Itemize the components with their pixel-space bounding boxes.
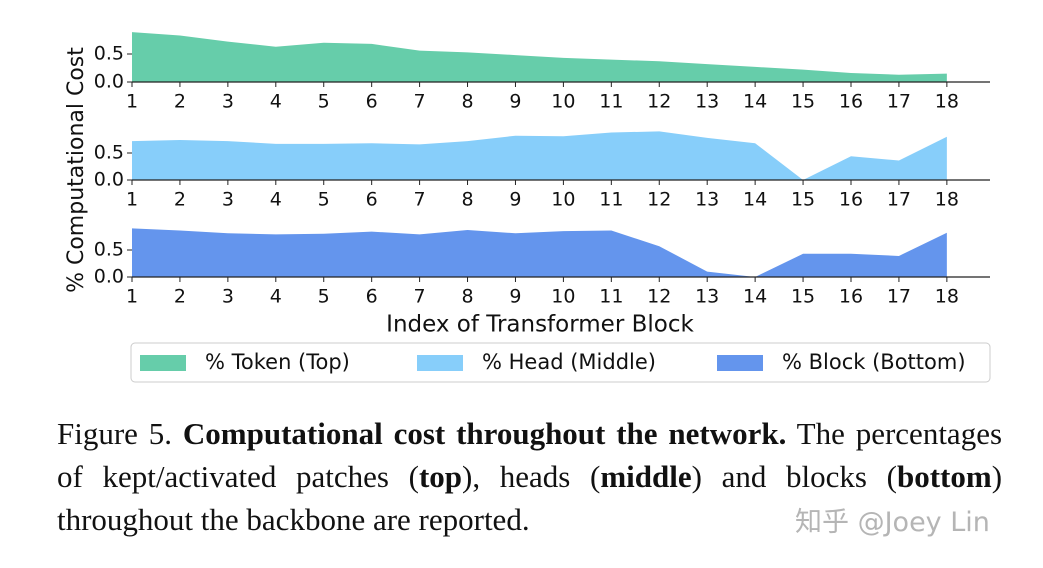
x-tick-label: 12 (647, 91, 671, 113)
x-tick-label: 4 (270, 91, 282, 113)
x-tick-label: 1 (126, 189, 138, 211)
caption-text: bottom (896, 459, 992, 494)
legend-box (130, 342, 991, 383)
legend-label: % Token (Top) (205, 350, 350, 374)
x-tick-label: 2 (174, 189, 186, 211)
legend-swatch (417, 355, 463, 371)
x-tick-label: 6 (366, 189, 378, 211)
x-tick-label: 5 (318, 91, 330, 113)
x-tick-label: 18 (935, 189, 959, 211)
x-tick-label: 5 (318, 286, 330, 308)
caption-text: ), heads ( (462, 459, 601, 494)
x-tick-label: 8 (461, 189, 473, 211)
x-tick-label: 10 (551, 189, 575, 211)
x-tick-label: 15 (791, 189, 815, 211)
area (132, 131, 947, 180)
x-tick-label: 3 (222, 91, 234, 113)
x-tick-label: 9 (509, 189, 521, 211)
x-tick-label: 13 (695, 189, 719, 211)
y-tick-label: 0.0 (94, 71, 124, 93)
caption-text: middle (600, 459, 692, 494)
x-tick-label: 16 (839, 189, 863, 211)
legend-swatch (717, 355, 763, 371)
x-tick-label: 3 (222, 286, 234, 308)
x-tick-label: 9 (509, 286, 521, 308)
caption: Figure 5. Computational cost throughout … (57, 412, 1002, 541)
x-tick-label: 14 (743, 286, 767, 308)
y-tick-label: 0.0 (94, 266, 124, 288)
y-tick-label: 0.5 (94, 239, 124, 261)
x-tick-label: 10 (551, 286, 575, 308)
x-tick-label: 16 (839, 91, 863, 113)
x-tick-label: 16 (839, 286, 863, 308)
x-tick-label: 4 (270, 189, 282, 211)
x-tick-label: 17 (887, 286, 911, 308)
x-tick-label: 15 (791, 286, 815, 308)
legend-label: % Block (Bottom) (782, 350, 966, 374)
x-tick-label: 5 (318, 189, 330, 211)
x-tick-label: 10 (551, 91, 575, 113)
y-tick-label: 0.0 (94, 169, 124, 191)
y-tick-label: 0.5 (94, 43, 124, 65)
x-tick-label: 2 (174, 91, 186, 113)
x-tick-label: 1 (126, 286, 138, 308)
x-tick-label: 6 (366, 91, 378, 113)
y-tick-label: 0.5 (94, 142, 124, 164)
x-tick-label: 11 (599, 91, 623, 113)
area (132, 228, 947, 277)
x-tick-label: 17 (887, 189, 911, 211)
x-tick-label: 8 (461, 91, 473, 113)
watermark: 知乎 @Joey Lin (795, 507, 990, 538)
x-tick-label: 7 (414, 91, 426, 113)
x-tick-label: 6 (366, 286, 378, 308)
x-tick-label: 7 (414, 189, 426, 211)
x-tick-label: 11 (599, 189, 623, 211)
x-tick-label: 12 (647, 189, 671, 211)
caption-text: ) and blocks ( (691, 459, 897, 494)
x-tick-label: 8 (461, 286, 473, 308)
x-axis-label: Index of Transformer Block (386, 312, 694, 338)
x-tick-label: 1 (126, 91, 138, 113)
x-tick-label: 17 (887, 91, 911, 113)
caption-text: The percentages of kept/activated patche… (57, 416, 1003, 494)
caption-text: top (418, 459, 463, 494)
caption-text: Figure 5. (57, 416, 183, 451)
x-tick-label: 18 (935, 91, 959, 113)
x-tick-label: 7 (414, 286, 426, 308)
x-tick-label: 2 (174, 286, 186, 308)
y-axis-label: % Computational Cost (64, 47, 89, 293)
x-tick-label: 14 (743, 189, 767, 211)
x-tick-label: 15 (791, 91, 815, 113)
x-tick-label: 4 (270, 286, 282, 308)
chart: 1 2 3 4 5 6 7 8 9 10 11 12 13 14 15 16 17 180.00.51 2 3 4 5 6 7… (64, 32, 991, 383)
legend-label: % Head (Middle) (482, 350, 656, 374)
x-tick-label: 14 (743, 91, 767, 113)
area (132, 32, 947, 82)
caption-text: Computational cost throughout the networ… (182, 416, 787, 451)
x-tick-label: 12 (647, 286, 671, 308)
caption-text: ) throughout the backbone are reported. (57, 459, 1003, 537)
x-tick-label: 3 (222, 189, 234, 211)
x-tick-label: 13 (695, 91, 719, 113)
legend-swatch (140, 355, 186, 371)
x-tick-label: 9 (509, 91, 521, 113)
x-tick-label: 11 (599, 286, 623, 308)
x-tick-label: 18 (935, 286, 959, 308)
x-tick-label: 13 (695, 286, 719, 308)
